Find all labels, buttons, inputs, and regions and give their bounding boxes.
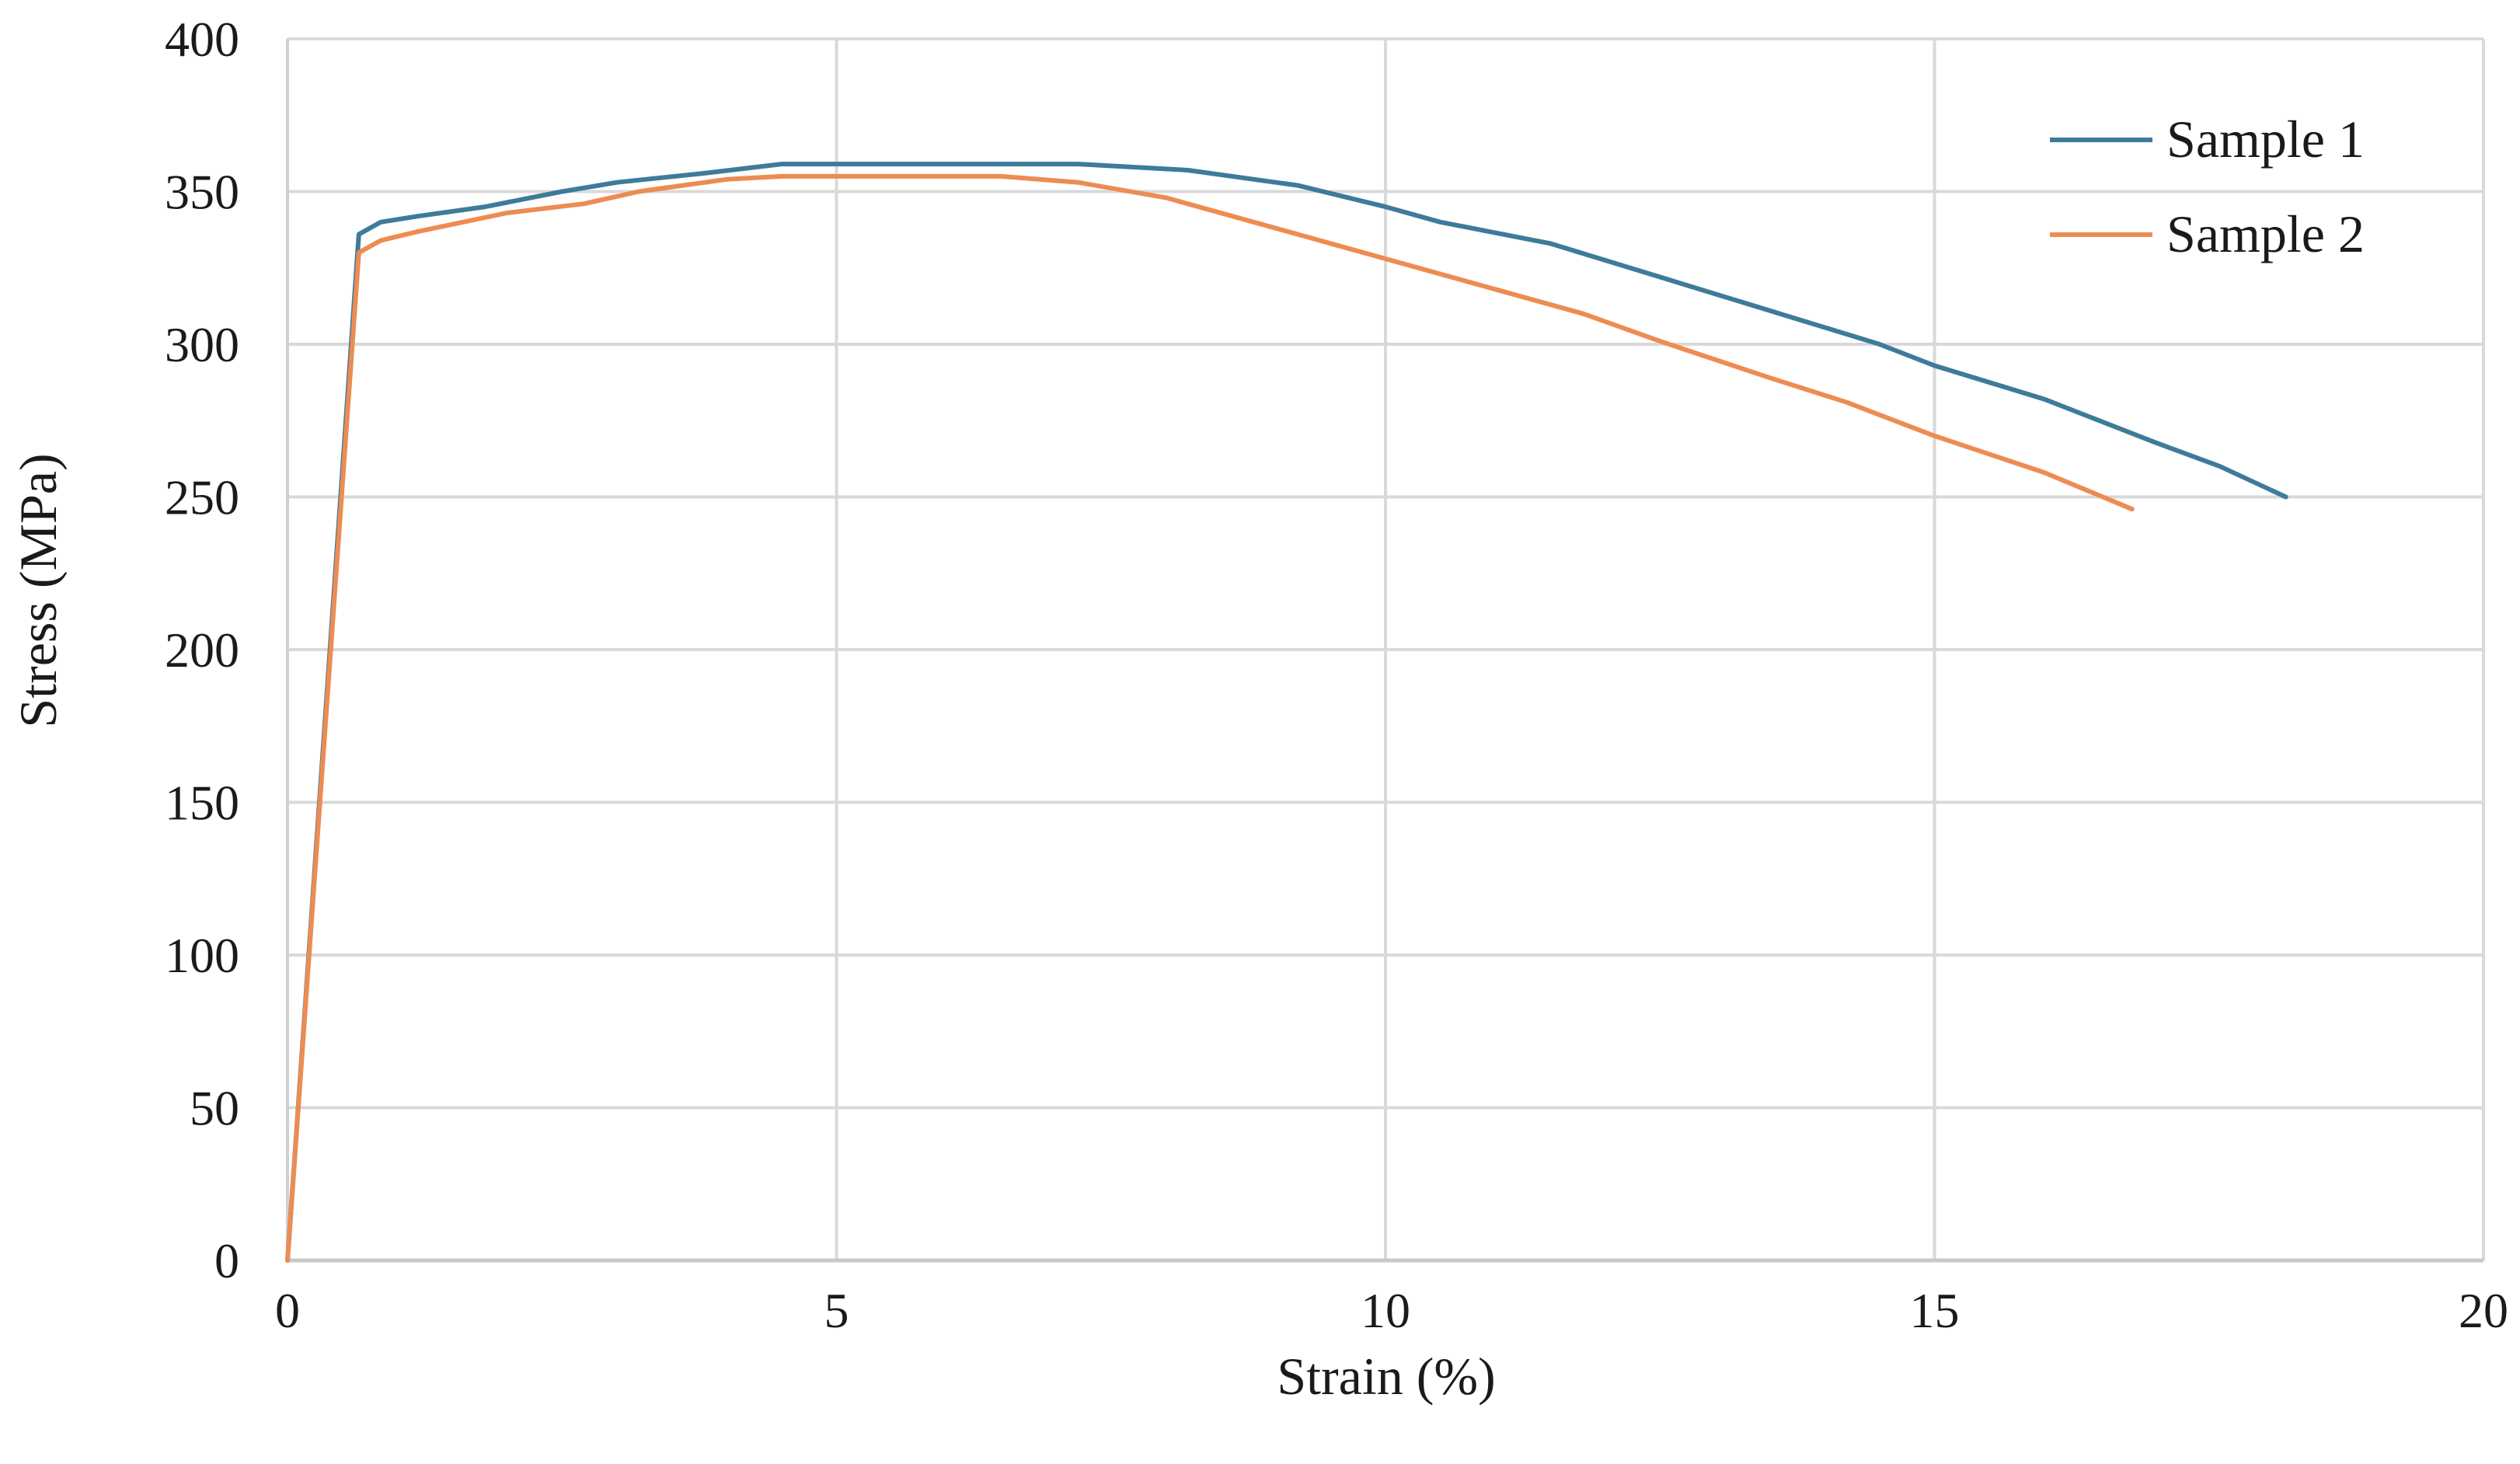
- legend: Sample 1 Sample 2: [2050, 110, 2365, 263]
- plot-frame: [286, 39, 2483, 1263]
- y-tick-label: 350: [165, 165, 239, 220]
- y-tick-label: 300: [165, 317, 239, 372]
- x-tick-labels: 0 5 10 15 20: [275, 1283, 2508, 1338]
- x-tick-label: 5: [824, 1283, 849, 1338]
- x-tick-label: 15: [1910, 1283, 1960, 1338]
- series-line: [285, 162, 2288, 1263]
- series-line: [285, 173, 2135, 1263]
- y-tick-label: 100: [165, 928, 239, 983]
- x-tick-label: 20: [2459, 1283, 2508, 1338]
- y-tick-label: 400: [165, 12, 239, 67]
- y-tick-label: 50: [190, 1081, 239, 1136]
- x-tick-label: 10: [1361, 1283, 1410, 1338]
- y-tick-label: 200: [165, 622, 239, 678]
- y-tick-labels: 0 50 100 150 200 250 300 350 400: [165, 12, 239, 1288]
- y-tick-label: 0: [214, 1233, 239, 1288]
- y-axis-title: Stress (MPa): [9, 453, 68, 727]
- series-lines: [285, 162, 2288, 1263]
- x-axis-title: Strain (%): [1277, 1347, 1495, 1406]
- x-tick-label: 0: [275, 1283, 300, 1338]
- grid-lines: [288, 37, 2485, 1260]
- y-tick-label: 150: [165, 776, 239, 831]
- y-tick-label: 250: [165, 470, 239, 525]
- legend-label: Sample 1: [2166, 110, 2365, 169]
- legend-label: Sample 2: [2166, 204, 2365, 263]
